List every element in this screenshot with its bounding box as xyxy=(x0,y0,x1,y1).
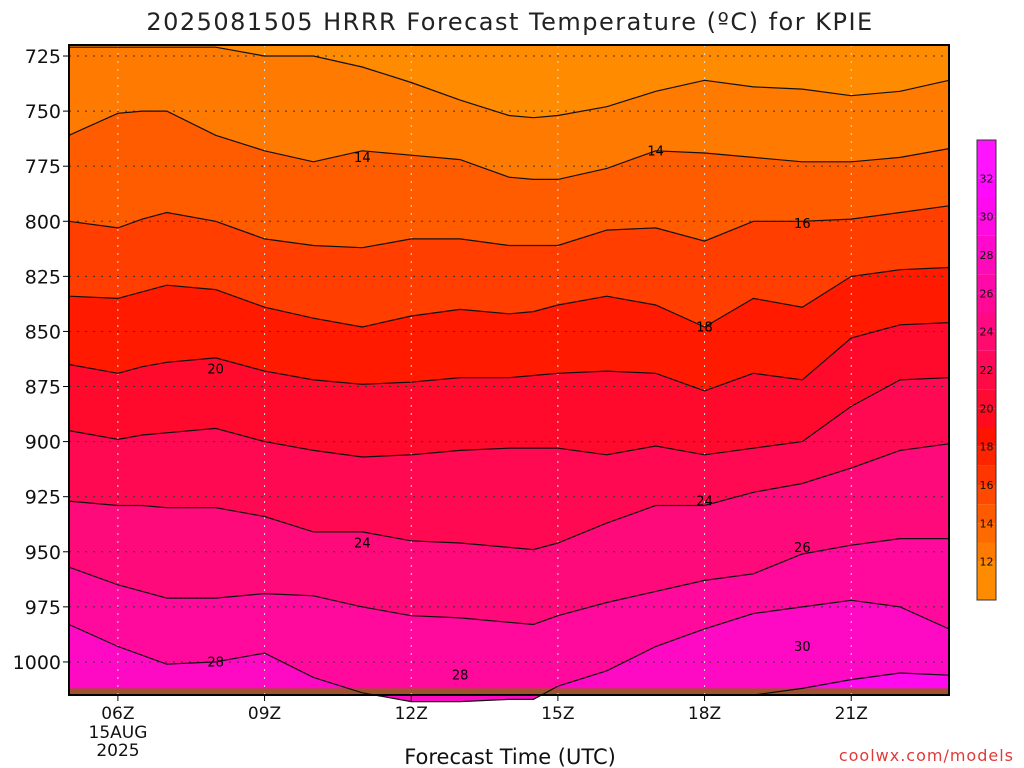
colorbar-tick-32: 32 xyxy=(980,172,994,185)
date-label-day: 15AUG xyxy=(89,723,148,743)
colorbar-swatch-32 xyxy=(977,140,996,179)
contour-label-28: 28 xyxy=(207,655,224,670)
colorbar-swatch-31 xyxy=(977,178,996,198)
colorbar-swatch-10 xyxy=(977,561,996,600)
isotherm-18 xyxy=(68,322,950,392)
colorbar-swatch-21 xyxy=(977,370,996,390)
isotherm-26 xyxy=(68,599,950,703)
colorbar-swatch-24 xyxy=(977,312,996,332)
colorbar-swatch-28 xyxy=(977,235,996,255)
x-axis: 06Z 09Z 12Z 15Z 18Z 21Z xyxy=(101,695,868,724)
colorbar-tick-24: 24 xyxy=(980,326,994,339)
isotherm-20 xyxy=(68,377,950,458)
x-tick-label-06Z: 06Z xyxy=(101,704,134,724)
y-tick-label-925: 925 xyxy=(25,487,61,509)
colorbar-tick-16: 16 xyxy=(980,479,994,492)
colorbar-tick-30: 30 xyxy=(980,211,994,224)
colorbar-tick-20: 20 xyxy=(980,402,994,415)
isotherm-12 xyxy=(69,46,950,119)
colorbar-tick-14: 14 xyxy=(980,517,994,530)
contour-labels: 14 14 16 18 20 24 24 26 28 28 30 xyxy=(207,144,810,683)
y-tick-label-775: 775 xyxy=(25,156,61,178)
y-tick-label-750: 750 xyxy=(25,101,61,123)
contour-label-14: 14 xyxy=(647,144,664,159)
y-tick-label-725: 725 xyxy=(25,46,61,68)
colorbar-tick-28: 28 xyxy=(980,249,994,262)
x-tick-label-15Z: 15Z xyxy=(541,704,574,724)
colorbar-swatch-27 xyxy=(977,255,996,275)
temperature-bands xyxy=(69,45,949,702)
x-axis-label: Forecast Time (UTC) xyxy=(404,745,616,768)
credit-link[interactable]: coolwx.com/models xyxy=(839,746,1014,765)
isotherm-24 xyxy=(68,538,949,626)
x-tick-label-18Z: 18Z xyxy=(688,704,721,724)
colorbar-tick-18: 18 xyxy=(980,441,994,454)
ground-strip xyxy=(69,688,949,695)
x-tick-label-09Z: 09Z xyxy=(248,704,281,724)
y-tick-label-850: 850 xyxy=(25,321,61,343)
colorbar-swatch-12 xyxy=(977,542,996,562)
y-tick-label-875: 875 xyxy=(25,377,61,399)
isotherm-13 xyxy=(68,110,950,180)
y-tick-label-950: 950 xyxy=(25,542,61,564)
colorbar-swatch-18 xyxy=(977,427,996,447)
isotherm-22 xyxy=(68,443,950,551)
contour-label-20: 20 xyxy=(207,362,224,377)
colorbar-tick-12: 12 xyxy=(980,556,994,569)
contour-label-30: 30 xyxy=(794,640,811,655)
y-tick-label-1000: 1000 xyxy=(13,652,61,674)
plot-frame xyxy=(68,44,950,696)
colorbar-swatch-26 xyxy=(977,274,996,294)
isotherm-14 xyxy=(68,205,950,249)
contour-label-18: 18 xyxy=(696,321,713,336)
colorbar-swatch-23 xyxy=(977,331,996,351)
colorbar-swatch-22 xyxy=(977,350,996,370)
y-tick-label-900: 900 xyxy=(25,432,61,454)
y-tick-label-975: 975 xyxy=(25,597,61,619)
colorbar-swatch-13 xyxy=(977,523,996,543)
colorbar-tick-22: 22 xyxy=(980,364,994,377)
grid-lines xyxy=(69,45,949,695)
chart-title: 2025081505 HRRR Forecast Temperature (ºC… xyxy=(146,8,873,36)
colorbar-swatch-25 xyxy=(977,293,996,313)
contour-label-26: 26 xyxy=(794,541,811,556)
temperature-band-26 xyxy=(69,600,949,702)
date-label-year: 2025 xyxy=(96,741,139,761)
contour-label-24: 24 xyxy=(696,495,713,510)
colorbar-swatch-15 xyxy=(977,485,996,505)
colorbar-swatch-16 xyxy=(977,465,996,485)
contour-label-24: 24 xyxy=(354,536,371,551)
colorbar-swatch-20 xyxy=(977,389,996,409)
contour-label-16: 16 xyxy=(794,217,811,232)
y-tick-label-825: 825 xyxy=(25,266,61,288)
y-axis: 725 750 775 800 825 850 875 900 925 950 975 1000 xyxy=(13,46,69,674)
colorbar-swatch-29 xyxy=(977,216,996,236)
contour-label-28: 28 xyxy=(452,669,469,684)
x-tick-label-21Z: 21Z xyxy=(835,704,868,724)
colorbar-frame xyxy=(976,139,997,601)
isotherm-16 xyxy=(68,266,950,328)
colorbar-swatch-14 xyxy=(977,504,996,524)
contour-label-14: 14 xyxy=(354,151,371,166)
colorbar-tick-26: 26 xyxy=(980,287,994,300)
colorbar: 12 14 16 18 20 22 24 26 28 30 32 xyxy=(976,139,997,601)
colorbar-swatch-30 xyxy=(977,197,996,217)
y-tick-label-800: 800 xyxy=(25,211,61,233)
colorbar-swatch-17 xyxy=(977,446,996,466)
colorbar-swatch-19 xyxy=(977,408,996,428)
x-tick-label-12Z: 12Z xyxy=(395,704,428,724)
